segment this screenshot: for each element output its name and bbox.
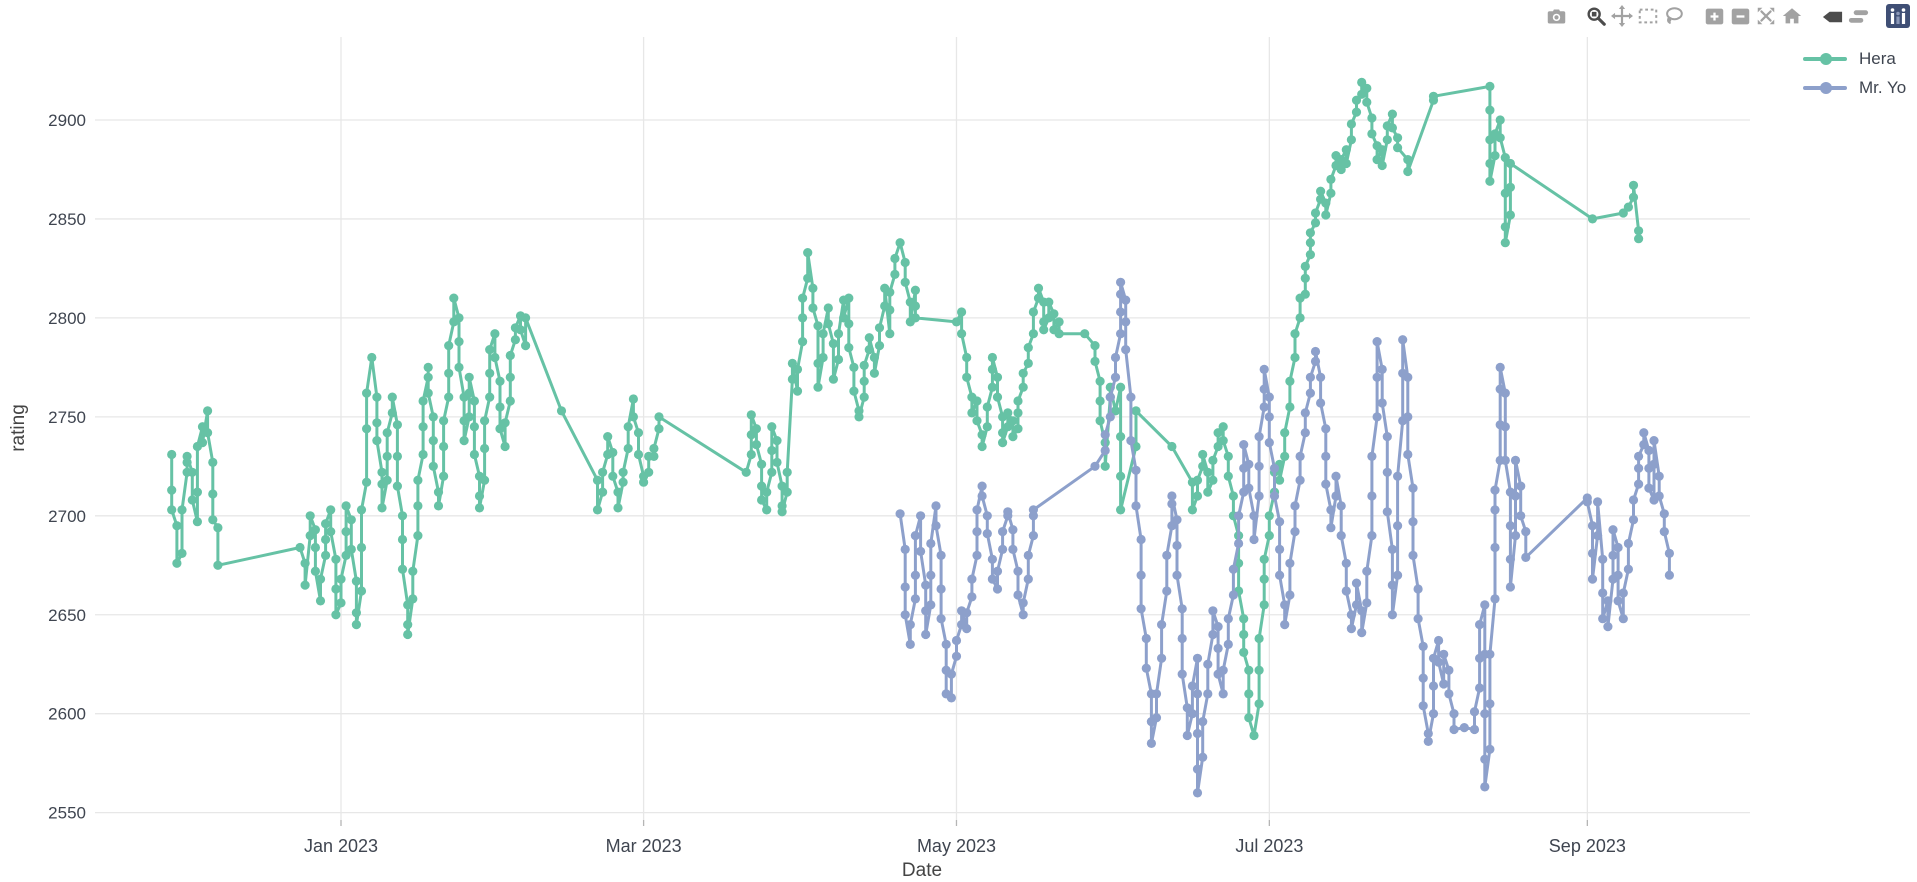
x-tick-label: May 2023 — [917, 836, 996, 856]
y-tick-label: 2650 — [48, 606, 86, 625]
x-tick-label: Jul 2023 — [1235, 836, 1303, 856]
reset-axes-button[interactable] — [1779, 4, 1805, 28]
y-tick-label: 2900 — [48, 111, 86, 130]
y-axis-title: rating — [8, 404, 29, 452]
y-tick-labels: 2550 2600 2650 2700 2750 2800 2850 2900 — [48, 111, 86, 823]
autoscale-icon — [1757, 7, 1775, 25]
legend: Hera Mr. Yo — [1803, 44, 1906, 102]
camera-icon — [1547, 9, 1565, 23]
legend-label: Hera — [1859, 48, 1896, 68]
home-icon — [1782, 8, 1802, 24]
zoom-in-button[interactable] — [1701, 4, 1727, 28]
x-tick-label: Mar 2023 — [606, 836, 682, 856]
y-tick-label: 2600 — [48, 705, 86, 724]
x-tick-labels: Jan 2023 Mar 2023 May 2023 Jul 2023 Sep 2023 — [304, 836, 1626, 856]
lasso-icon — [1666, 7, 1683, 24]
plotly-logo-button[interactable] — [1885, 4, 1911, 28]
legend-item-hera[interactable]: Hera — [1803, 44, 1906, 73]
zoom-out-button[interactable] — [1727, 4, 1753, 28]
hera-line-swatch — [1803, 52, 1847, 65]
mr-yo-line-swatch — [1803, 81, 1847, 94]
hover-compare-button[interactable] — [1845, 4, 1871, 28]
download-png-button[interactable] — [1543, 4, 1569, 28]
y-tick-label: 2850 — [48, 210, 86, 229]
series-line — [898, 280, 1671, 795]
zoom-out-icon — [1731, 8, 1749, 24]
y-tick-label: 2750 — [48, 408, 86, 427]
hover-compare-icon — [1848, 9, 1868, 23]
series-hera — [167, 77, 1644, 741]
zoom-mode-button[interactable] — [1583, 4, 1609, 28]
axis-tick-marks — [340, 820, 1588, 826]
y-tick-label: 2550 — [48, 804, 86, 823]
hover-closest-icon — [1822, 11, 1842, 22]
zoom-icon — [1587, 7, 1606, 26]
box-select-button[interactable] — [1635, 4, 1661, 28]
plotly-logo-icon — [1886, 4, 1910, 28]
pan-mode-button[interactable] — [1609, 4, 1635, 28]
lasso-select-button[interactable] — [1661, 4, 1687, 28]
data-series — [167, 77, 1674, 798]
series-mr-yo — [895, 277, 1674, 798]
legend-item-mr-yo[interactable]: Mr. Yo — [1803, 73, 1906, 102]
y-tick-label: 2800 — [48, 309, 86, 328]
x-tick-label: Sep 2023 — [1549, 836, 1626, 856]
plotly-modebar — [1543, 4, 1911, 28]
pan-icon — [1611, 5, 1633, 27]
autoscale-button[interactable] — [1753, 4, 1779, 28]
zoom-in-icon — [1705, 8, 1723, 24]
x-axis-title: Date — [901, 860, 943, 881]
legend-label: Mr. Yo — [1859, 77, 1907, 97]
x-tick-label: Jan 2023 — [304, 836, 378, 856]
box-select-icon — [1638, 8, 1658, 24]
y-tick-label: 2700 — [48, 507, 86, 526]
hover-closest-button[interactable] — [1819, 4, 1845, 28]
